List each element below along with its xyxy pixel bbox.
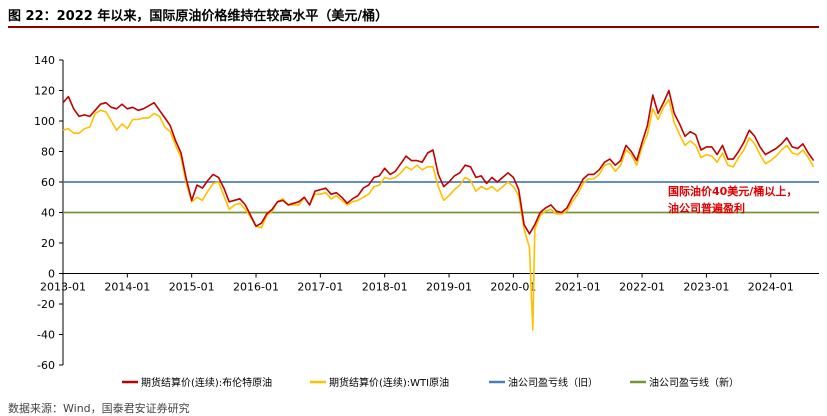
x-tick-label: 2016-01 [233, 281, 279, 294]
y-tick-label: -40 [37, 329, 55, 342]
legend-label: 油公司盈亏线（新） [649, 376, 739, 389]
y-tick-label: 100 [34, 115, 55, 128]
y-tick-label: 140 [34, 54, 55, 67]
x-tick-label: 2017-01 [297, 281, 343, 294]
y-tick-label: 0 [48, 268, 55, 281]
x-tick-label: 2021-01 [555, 281, 601, 294]
x-tick-label: 2013-01 [40, 281, 86, 294]
x-tick-label: 2020-01 [490, 281, 536, 294]
y-tick-label: 60 [41, 176, 55, 189]
x-tick-label: 2018-01 [362, 281, 408, 294]
x-tick-label: 2024-01 [748, 281, 794, 294]
annotation-text: 油公司普遍盈利 [668, 201, 745, 215]
series-line-brent [62, 89, 815, 235]
y-tick-label: 120 [34, 85, 55, 98]
x-tick-label: 2014-01 [104, 281, 150, 294]
y-tick-label: -20 [37, 298, 55, 311]
legend-label: 油公司盈亏线（旧） [508, 376, 598, 389]
source-note: 数据来源：Wind，国泰君安证券研究 [8, 402, 190, 415]
y-tick-label: 40 [41, 207, 55, 220]
y-tick-label: -60 [37, 359, 55, 372]
x-tick-label: 2019-01 [426, 281, 472, 294]
x-tick-label: 2023-01 [683, 281, 729, 294]
legend-label: 期货结算价(连续):布伦特原油 [141, 376, 272, 389]
x-tick-label: 2015-01 [169, 281, 215, 294]
x-tick-label: 2022-01 [619, 281, 665, 294]
annotation-text: 国际油价40美元/桶以上， [668, 184, 797, 198]
y-tick-label: 20 [41, 237, 55, 250]
figure-title: 图 22：2022 年以来，国际原油价格维持在较高水平（美元/桶） [8, 6, 819, 28]
legend-label: 期货结算价(连续):WTI原油 [329, 376, 449, 389]
y-tick-label: 80 [41, 146, 55, 159]
